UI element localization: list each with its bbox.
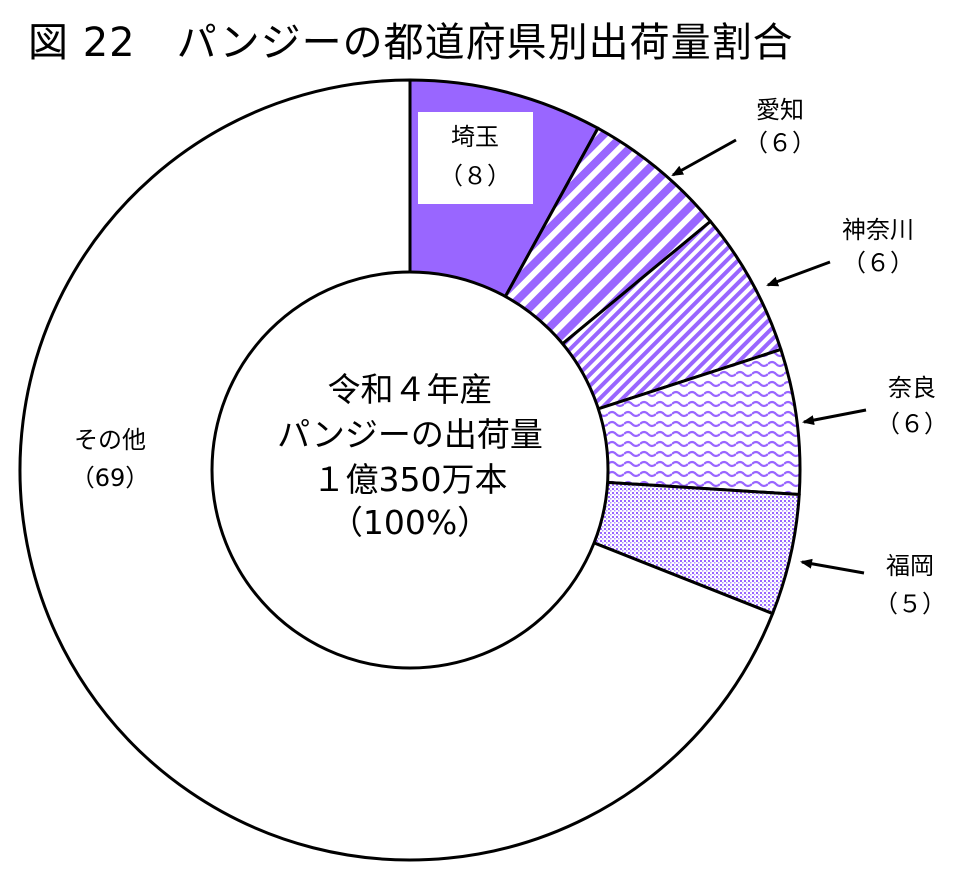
saitama-label-box: [418, 112, 533, 204]
arrow-fukuoka: [800, 558, 865, 575]
slice-value-fukuoka: （５）: [874, 590, 946, 618]
slice-label-fukuoka: 福岡: [886, 552, 934, 580]
center-line-3: １億350万本: [313, 460, 508, 499]
arrow-aichi: [671, 138, 737, 177]
center-line-1: 令和４年産: [328, 370, 493, 409]
slice-label-aichi: 愛知: [756, 96, 804, 124]
arrow-kanagawa: [766, 260, 831, 287]
slice-value-nara: （６）: [876, 410, 948, 438]
center-line-2: パンジーの出荷量: [277, 415, 543, 454]
slice-label-other: その他: [74, 426, 146, 454]
donut-hole: [210, 270, 610, 670]
slice-value-aichi: （６）: [744, 129, 816, 157]
arrow-nara: [802, 408, 867, 426]
center-label: 令和４年産 パンジーの出荷量 １億350万本 （100%）: [277, 370, 543, 542]
slice-value-saitama: （８）: [439, 162, 511, 190]
slice-label-nara: 奈良: [888, 374, 936, 402]
slice-label-saitama: 埼玉: [451, 123, 499, 151]
slice-label-kanagawa: 神奈川: [842, 216, 914, 244]
chart-title: 図 22 パンジーの都道府県別出荷量割合: [28, 20, 794, 66]
slice-value-kanagawa: （６）: [842, 249, 914, 277]
slice-value-other: （69）: [71, 464, 150, 492]
center-line-4: （100%）: [330, 503, 490, 542]
